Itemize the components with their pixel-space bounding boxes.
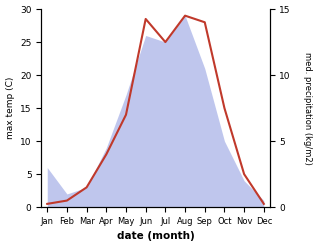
- Y-axis label: med. precipitation (kg/m2): med. precipitation (kg/m2): [303, 52, 313, 165]
- Y-axis label: max temp (C): max temp (C): [5, 77, 15, 139]
- X-axis label: date (month): date (month): [117, 231, 194, 242]
